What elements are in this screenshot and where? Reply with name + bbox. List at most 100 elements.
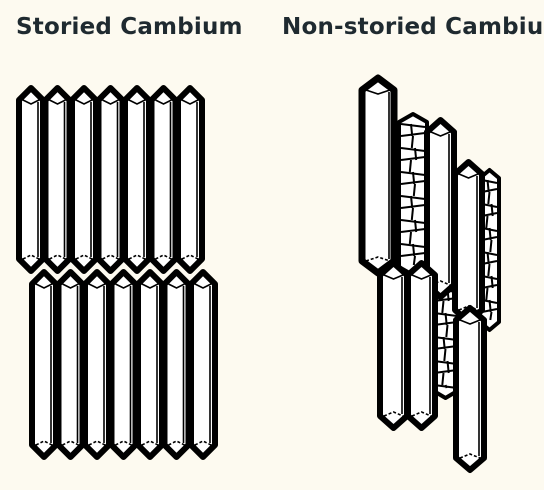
bottom-facet-line [35,440,53,446]
ray-cell-wall [445,324,449,338]
storied-upper-tier-cell [175,85,205,274]
storied-lower-tier-cell [82,269,112,460]
ray-cell-wall [412,183,416,197]
top-facet-line [181,99,199,105]
ray-cell-wall [410,207,414,221]
storied-lower-tier-cell [161,269,192,460]
bottom-facet-line [128,254,146,260]
non-storied-cambium-group [358,74,501,473]
non-storied-fusiform-cell [377,260,410,431]
top-facet-line [155,99,172,105]
ray-cell-wall [444,384,448,389]
ray-cell-wall [441,372,445,386]
storied-upper-tier-cell [148,85,179,274]
ray-cell-wall [410,135,414,149]
non-storied-fusiform-cell [358,74,398,277]
top-facet-line [365,89,391,95]
cell-outline [377,260,410,431]
top-facet-line [430,131,451,137]
top-facet-line [411,274,432,280]
ray-cell-wall [400,219,426,224]
cell-outline [452,159,485,325]
bottom-facet-line [75,254,93,260]
ray-cell-wall [487,263,491,277]
bottom-facet-line [383,411,404,417]
ray-cell-wall [400,123,426,128]
top-facet-line [383,274,404,280]
non-storied-cambium-title: Non-storied Cambium [282,14,544,40]
bottom-facet-line [62,440,79,446]
top-facet-line [49,99,66,105]
non-storied-fusiform-cell [424,117,457,300]
top-facet-line [35,283,53,289]
ray-cell-wall [400,195,426,200]
top-facet-line [458,173,479,179]
ray-cell-wall [400,228,426,233]
ray-cell-wall [400,147,426,152]
ray-cell-wall [443,348,447,362]
cell-outline [108,269,139,460]
top-facet-line [88,283,106,289]
top-facet-line [128,99,146,105]
storied-lower-tier-cell [55,269,86,460]
cell-outline [55,269,86,460]
non-storied-fusiform-cell [452,159,485,325]
ray-cell-wall [400,156,426,161]
storied-lower-tier-cell [108,269,139,460]
storied-lower-tier-cell [135,269,165,460]
ray-cell-wall [485,287,489,301]
bottom-facet-line [88,440,106,446]
non-storied-fusiform-cell [405,260,438,431]
storied-upper-tier-cell [69,85,99,274]
cell-outline [69,85,99,274]
ray-cell-wall [400,180,426,185]
storied-upper-tier-cell [122,85,152,274]
ray-cell-wall [408,159,412,173]
cell-outline [405,260,438,431]
storied-cambium-title: Storied Cambium [16,14,243,40]
ray-cell-wall [489,311,493,321]
cell-outline [135,269,165,460]
storied-upper-tier-cell [95,85,126,274]
storied-cambium-group [16,85,218,460]
storied-upper-tier-cell [16,85,46,274]
bottom-facet-line [430,280,451,286]
cell-outline [42,85,73,274]
top-facet-line [115,283,132,289]
bottom-facet-line [194,440,212,446]
storied-lower-tier-cell [188,269,218,460]
ray-cell-wall [485,215,489,229]
top-facet-line [168,283,185,289]
top-facet-line [102,99,119,105]
cell-outline [175,85,205,274]
top-facet-line [75,99,93,105]
bottom-facet-line [22,254,40,260]
cell-outline [161,269,192,460]
ray-cell-wall [489,239,493,253]
ray-cell-wall [400,252,426,257]
ray-cell-wall [412,255,416,266]
bottom-facet-line [155,254,172,260]
top-facet-line [459,319,481,325]
cell-outline [424,117,457,300]
cell-outline [122,85,152,274]
ray-cell-wall [400,204,426,209]
top-facet-line [141,283,159,289]
bottom-facet-line [365,256,391,262]
bottom-facet-line [102,254,119,260]
bottom-facet-line [411,411,432,417]
bottom-facet-line [168,440,185,446]
non-storied-fusiform-cell [453,305,487,473]
ray-cell-wall [400,132,426,137]
cell-outline [453,305,487,473]
cell-outline [16,85,46,274]
top-facet-line [22,99,40,105]
ray-cell-wall [487,191,491,205]
bottom-facet-line [181,254,199,260]
ray-cell-wall [441,300,445,314]
cell-outline [188,269,218,460]
top-facet-line [62,283,79,289]
cell-outline [29,269,59,460]
ray-cell-wall [408,231,412,245]
